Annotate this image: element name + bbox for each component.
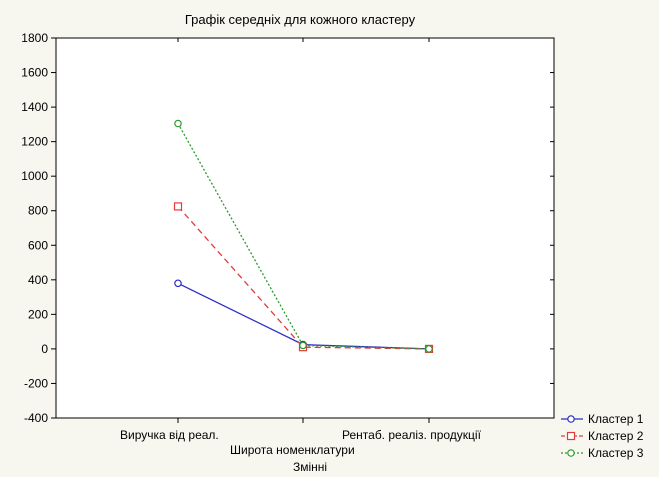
y-tick-label-0: -400 (24, 411, 48, 425)
y-tick-label-8: 1200 (21, 135, 48, 149)
plot-area (55, 37, 555, 419)
y-tick-label-3: 200 (28, 307, 48, 321)
y-tick-label-7: 1000 (21, 169, 48, 183)
chart-title: Графік середніх для кожного кластеру (184, 12, 416, 27)
y-tick-label-1: -200 (24, 376, 48, 390)
series-line-3 (177, 123, 430, 350)
x-category-label-0: Виручка від реал. (120, 428, 219, 442)
y-tick-label-11: 1800 (21, 31, 48, 45)
y-tick-label-6: 800 (28, 204, 48, 218)
y-tick-label-10: 1600 (21, 66, 48, 80)
legend-label-2: Кластер 2 (588, 428, 644, 443)
x-axis-label: Змінні (292, 460, 328, 474)
series-3-point-2 (425, 345, 433, 353)
legend-label-3: Кластер 3 (588, 445, 644, 460)
legend: Кластер 1 Кластер 2 Кластер 3 (560, 410, 643, 461)
series-3-point-0 (174, 119, 182, 128)
series-1-point-0 (174, 279, 182, 288)
legend-label-1: Кластер 1 (588, 411, 644, 426)
legend-item-3: Кластер 3 (560, 444, 643, 461)
series-line-2 (177, 205, 430, 350)
series-2-point-0 (173, 202, 183, 211)
y-tick-label-2: 0 (41, 342, 48, 356)
legend-item-1: Кластер 1 (560, 410, 643, 427)
x-category-label-1: Широта номенклатури (230, 443, 355, 457)
x-category-label-2: Рентаб. реаліз. продукції (342, 428, 481, 442)
legend-item-2: Кластер 2 (560, 427, 643, 444)
y-tick-label-4: 400 (28, 273, 48, 287)
legend-swatch-3 (561, 448, 583, 457)
legend-swatch-2 (561, 431, 583, 440)
legend-swatch-1 (561, 414, 583, 423)
y-tick-label-5: 600 (28, 238, 48, 252)
series-3-point-1 (299, 341, 307, 350)
y-tick-label-9: 1400 (21, 100, 48, 114)
